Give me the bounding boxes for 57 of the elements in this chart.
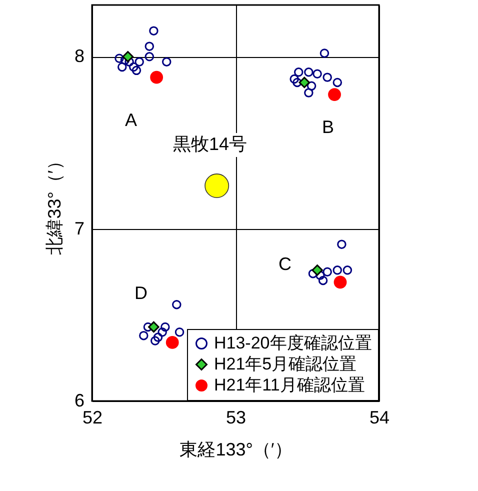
x-tick-label: 53 <box>226 408 246 428</box>
x-axis-title: 東経133°（′） <box>180 440 292 460</box>
annotation: A <box>124 110 138 130</box>
point <box>322 72 332 82</box>
point <box>318 276 328 286</box>
point <box>128 62 138 72</box>
point <box>294 68 304 77</box>
x-tick-label: 54 <box>369 408 390 428</box>
y-tick-label: 6 <box>74 390 84 410</box>
legend-label: H13-20年度確認位置 <box>214 334 372 352</box>
point <box>158 328 167 337</box>
point <box>118 62 127 72</box>
point <box>332 78 342 88</box>
legend-label: H21年11月確認位置 <box>214 376 365 394</box>
point <box>292 78 302 88</box>
point <box>172 300 182 310</box>
point <box>150 336 160 346</box>
point <box>290 74 299 84</box>
point <box>332 266 342 275</box>
point <box>153 332 163 342</box>
point <box>122 51 134 62</box>
point <box>312 69 322 78</box>
y-tick-label: 8 <box>74 46 84 66</box>
y-tick-label: 7 <box>74 218 84 238</box>
point <box>312 264 323 276</box>
annotation: D <box>134 283 148 303</box>
point <box>306 81 316 91</box>
point <box>298 76 310 88</box>
point <box>334 276 347 289</box>
annotation: B <box>322 117 334 137</box>
point <box>134 57 144 66</box>
point <box>143 322 153 332</box>
point <box>304 68 314 77</box>
point <box>174 328 184 337</box>
y-axis-title: 北緯33°（′） <box>44 152 64 255</box>
point <box>304 88 314 98</box>
point <box>328 88 341 101</box>
point <box>149 26 158 36</box>
point <box>322 267 332 276</box>
point <box>150 70 164 84</box>
point <box>160 322 170 332</box>
point <box>139 330 148 340</box>
point <box>337 240 346 249</box>
annotation: C <box>278 254 292 274</box>
point <box>114 54 124 63</box>
x-tick-label: 52 <box>82 408 103 428</box>
point <box>162 57 172 66</box>
point <box>342 266 352 275</box>
point <box>148 321 160 333</box>
point <box>144 42 154 51</box>
point <box>144 52 154 62</box>
point <box>124 57 134 66</box>
point <box>166 336 179 349</box>
annotation: 黒牧14号 <box>172 134 248 154</box>
legend-label: H21年5月確認位置 <box>214 354 357 374</box>
point <box>132 66 142 76</box>
point <box>320 48 330 58</box>
